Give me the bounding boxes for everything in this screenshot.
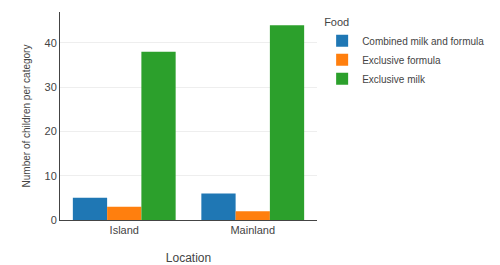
- svg-text:Number of children per categor: Number of children per category: [21, 45, 32, 188]
- svg-text:30: 30: [45, 81, 57, 93]
- svg-text:Combined milk and formula: Combined milk and formula: [362, 36, 484, 47]
- svg-text:10: 10: [45, 170, 57, 182]
- svg-text:0: 0: [51, 214, 57, 226]
- svg-text:Mainland: Mainland: [230, 224, 275, 236]
- svg-text:Island: Island: [110, 224, 139, 236]
- svg-text:Food: Food: [324, 16, 349, 28]
- svg-text:Exclusive milk: Exclusive milk: [362, 74, 426, 85]
- svg-text:Exclusive formula: Exclusive formula: [362, 55, 441, 66]
- svg-text:40: 40: [45, 37, 57, 49]
- svg-text:20: 20: [45, 125, 57, 137]
- svg-text:Location: Location: [166, 251, 211, 265]
